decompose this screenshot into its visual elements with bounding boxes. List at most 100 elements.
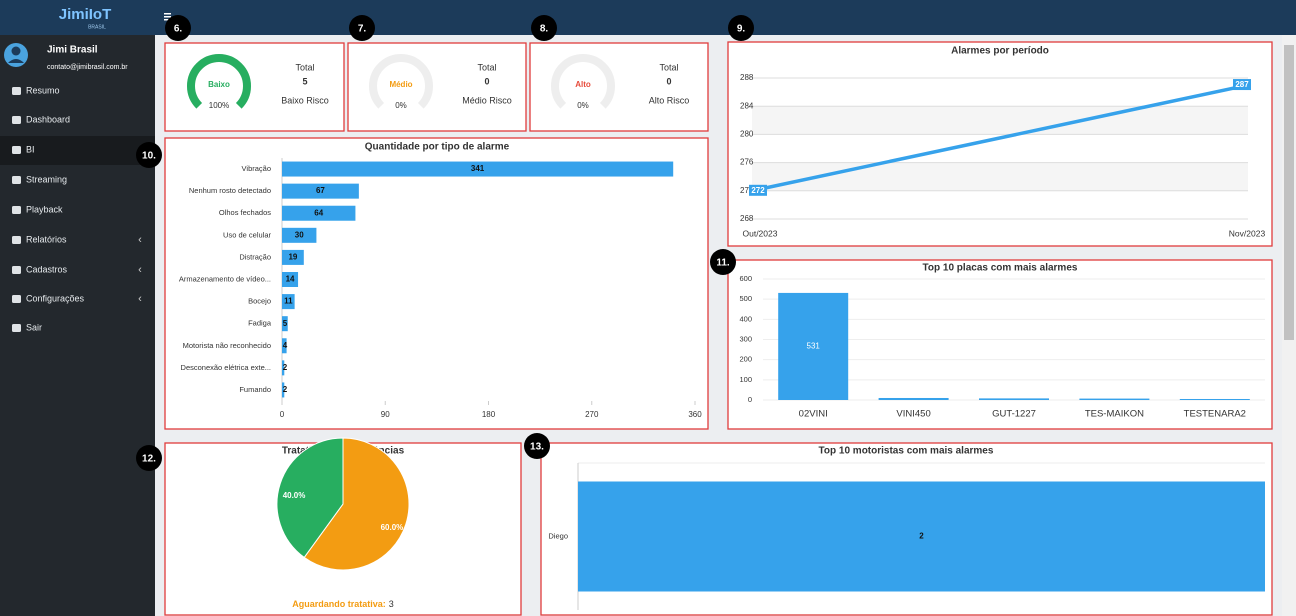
- risk-caption: Médio Risco: [462, 95, 512, 105]
- chart-title: Top 10 motoristas com mais alarmes: [819, 446, 994, 457]
- bar-value: 2: [283, 385, 288, 394]
- avatar-head: [11, 46, 21, 56]
- gauge-label: Médio: [389, 80, 412, 89]
- gauge-track: [369, 54, 433, 109]
- bar: [878, 397, 949, 400]
- bar-value: 14: [286, 275, 295, 284]
- menu-item[interactable]: BI: [26, 144, 35, 154]
- x-tick-label: Nov/2023: [1229, 228, 1266, 238]
- menu-arrow: ‹: [138, 293, 142, 305]
- menu-icon: [12, 236, 21, 244]
- brand: JimiIoT: [59, 6, 112, 23]
- menu-item[interactable]: Sair: [26, 322, 42, 332]
- bar-value: 4: [283, 341, 288, 350]
- marker-label: 6.: [174, 24, 183, 35]
- menu-item[interactable]: Cadastros: [26, 264, 68, 274]
- category-label: Olhos fechados: [219, 208, 271, 217]
- marker-label: 9.: [737, 24, 746, 35]
- menu-arrow: ‹: [138, 234, 142, 246]
- gauge-label: Baixo: [208, 80, 230, 89]
- grid-band: [752, 106, 1248, 135]
- x-tick-label: 180: [482, 410, 496, 419]
- user-email: contato@jimibrasil.com.br: [47, 64, 128, 71]
- x-tick-label: 270: [585, 410, 599, 419]
- bar: [778, 292, 849, 400]
- line: [751, 83, 1249, 193]
- total-label: Total: [477, 62, 496, 72]
- gauge-percent: 100%: [209, 101, 229, 110]
- y-tick-label: 272: [740, 186, 754, 195]
- grid-band: [752, 162, 1248, 191]
- marker-label: 8.: [540, 24, 549, 35]
- panel: [727, 41, 1273, 247]
- bar: [282, 316, 288, 332]
- category-label: Motorista não reconhecido: [183, 341, 271, 350]
- marker-label: 12.: [142, 454, 156, 465]
- value-label: 287: [1235, 80, 1249, 89]
- x-tick-label: Out/2023: [743, 228, 778, 238]
- panel: [164, 137, 709, 430]
- pie-slice: [303, 437, 410, 571]
- gauge-label: Alto: [575, 80, 591, 89]
- y-tick-label: 100: [739, 375, 752, 384]
- menu-icon: [12, 116, 21, 124]
- menu-icon: [12, 206, 21, 214]
- pie-slice: [276, 437, 344, 559]
- bar-value: 531: [807, 342, 821, 351]
- bar: [282, 382, 285, 398]
- x-tick-label: 90: [381, 410, 390, 419]
- marker-label: 11.: [716, 258, 730, 269]
- marker: [349, 15, 375, 41]
- bar-value: 30: [295, 230, 304, 239]
- value-box: [1233, 79, 1251, 91]
- total-label: Total: [659, 62, 678, 72]
- marker: [524, 433, 550, 459]
- menu-icon: [12, 295, 21, 303]
- bar: [282, 249, 304, 265]
- y-tick-label: 284: [740, 101, 754, 110]
- menu-item[interactable]: Relatórios: [26, 234, 67, 244]
- menu-icon: [12, 176, 21, 184]
- bar-value: 5: [283, 319, 288, 328]
- menu-item[interactable]: Dashboard: [26, 114, 70, 124]
- y-tick-label: 276: [740, 158, 754, 167]
- category-label: Vibração: [242, 164, 271, 173]
- legend-value: 3: [389, 599, 394, 609]
- y-tick-label: 400: [739, 314, 752, 323]
- menu-item[interactable]: Streaming: [26, 174, 67, 184]
- total-value: 0: [666, 76, 671, 86]
- risk-caption: Baixo Risco: [281, 95, 329, 105]
- marker: [728, 15, 754, 41]
- category-label: Armazenamento de vídeo...: [179, 274, 271, 283]
- value-box: [749, 184, 767, 196]
- gauge-track: [551, 54, 615, 109]
- top-bar: [0, 0, 1296, 35]
- menu-item[interactable]: Resumo: [26, 85, 60, 95]
- y-tick-label: 500: [739, 294, 752, 303]
- marker: [165, 15, 191, 41]
- slice-label: 40.0%: [283, 491, 306, 500]
- bar: [282, 294, 295, 310]
- bar-value: 67: [316, 186, 325, 195]
- menu-item[interactable]: Playback: [26, 204, 63, 214]
- menu-active: [0, 136, 155, 165]
- brand-sub: BRASIL: [88, 24, 106, 30]
- bar-value: 2: [919, 532, 924, 541]
- gauge-arc: [187, 54, 251, 109]
- category-label: Distração: [239, 252, 271, 261]
- menu-item[interactable]: Configurações: [26, 293, 85, 303]
- menu-arrow: ‹: [138, 264, 142, 276]
- bar: [979, 398, 1049, 400]
- bar: [282, 338, 287, 354]
- total-value: 5: [302, 76, 307, 86]
- x-tick-label: 02VINI: [799, 409, 828, 420]
- menu-toggle[interactable]: [164, 13, 171, 21]
- chart-title: Alarmes por período: [951, 46, 1049, 57]
- marker: [136, 142, 162, 168]
- marker-label: 13.: [530, 442, 544, 453]
- chart-title: Quantidade por tipo de alarme: [365, 142, 510, 153]
- bar: [282, 360, 285, 376]
- panel: [529, 42, 709, 132]
- slice-label: 60.0%: [381, 523, 404, 532]
- scrollbar-thumb[interactable]: [1284, 45, 1294, 340]
